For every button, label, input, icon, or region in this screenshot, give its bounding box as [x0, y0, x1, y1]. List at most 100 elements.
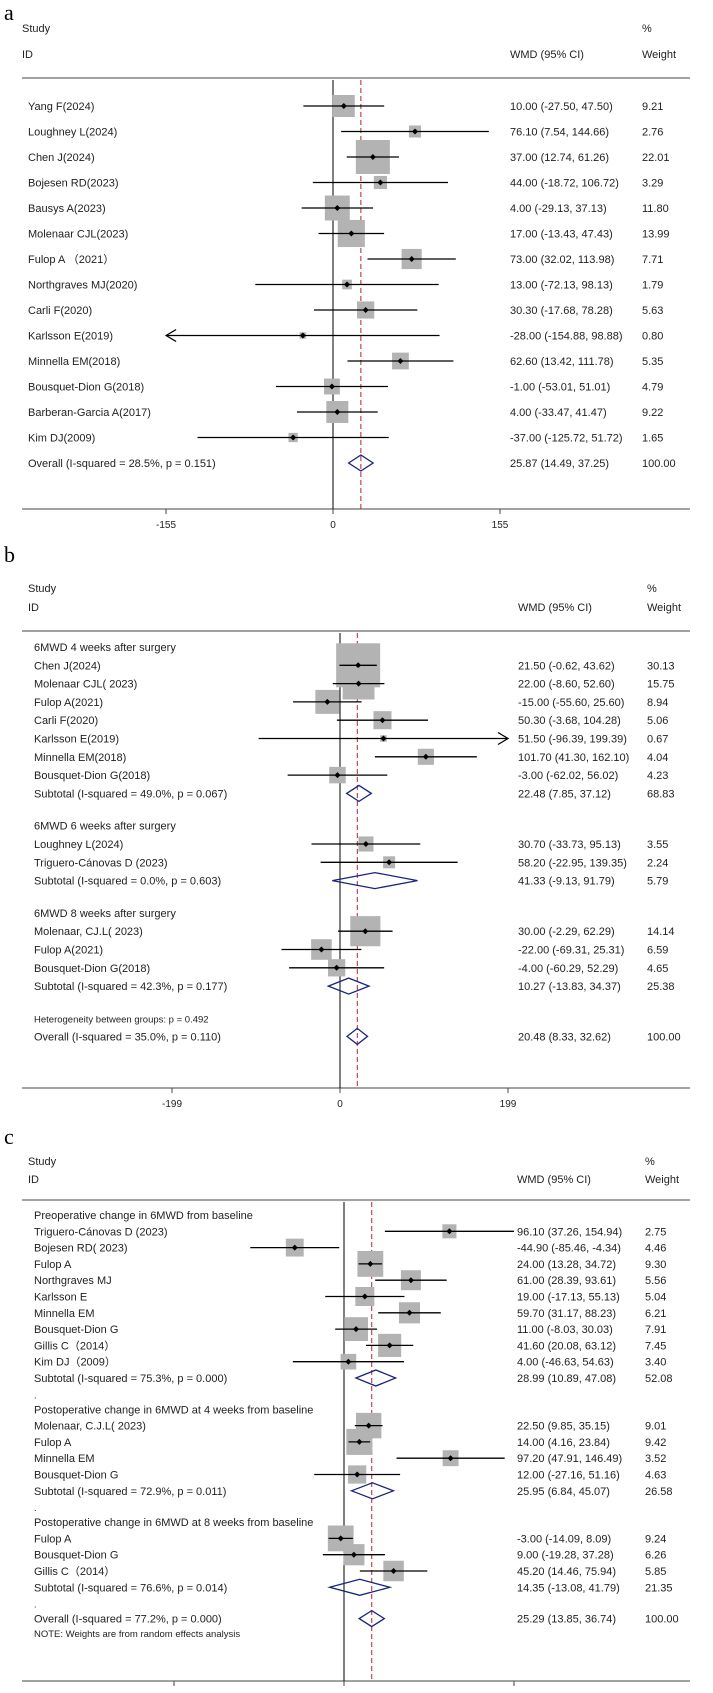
study-label: Fulop A(2021)	[34, 945, 103, 957]
study-label: Karlsson E(2019)	[28, 331, 113, 343]
study-label: Molenaar, CJ.L( 2023)	[34, 926, 143, 938]
weight-value: 4.79	[642, 382, 663, 394]
effect-ci-value: 13.00 (-72.13, 98.13)	[510, 280, 613, 292]
study-label: Karlsson E	[34, 1292, 87, 1304]
overall-label: Overall (I-squared = 77.2%, p = 0.000)	[34, 1614, 222, 1626]
point-estimate	[355, 680, 362, 687]
study-label: Carli F(2020)	[34, 715, 98, 727]
point-estimate	[422, 753, 429, 760]
weight-value: 9.24	[645, 1533, 666, 1545]
study-label: Chen J(2024)	[34, 660, 101, 672]
study-label: Bojesen RD( 2023)	[34, 1243, 128, 1255]
study-label: Carli F(2020)	[28, 305, 92, 317]
x-tick-label: 0	[337, 1099, 343, 1110]
effect-ci-value: -22.00 (-69.31, 25.31)	[518, 945, 624, 957]
weight-value: 0.67	[647, 734, 668, 746]
study-label: Bousquet-Dion G	[34, 1324, 118, 1336]
panel-letter: c	[4, 1124, 14, 1149]
study-label: Gillis C（2014）	[34, 1339, 115, 1352]
point-estimate	[318, 946, 325, 953]
study-label: Minnella EM(2018)	[28, 356, 120, 368]
point-estimate	[386, 859, 393, 866]
weight-value: 9.30	[645, 1259, 666, 1271]
effect-ci-value: 25.87 (14.49, 37.25)	[510, 458, 609, 470]
weight-value: 68.83	[647, 788, 675, 800]
x-tick-label: 0	[330, 520, 336, 531]
subtotal-label: Subtotal (I-squared = 42.3%, p = 0.177)	[34, 981, 227, 993]
subtotal-diamond	[349, 1482, 396, 1500]
header-study: Study	[22, 23, 51, 35]
point-estimate	[447, 1455, 454, 1462]
point-estimate	[334, 205, 341, 211]
weight-value: 100.00	[645, 1614, 679, 1626]
weight-value: 9.42	[645, 1437, 666, 1449]
effect-ci-value: -1.00 (-53.01, 51.01)	[510, 382, 610, 394]
effect-ci-value: 76.10 (7.54, 144.66)	[510, 127, 609, 139]
study-label: Chen J(2024)	[28, 152, 95, 164]
effect-ci-value: 28.99 (10.89, 47.08)	[517, 1373, 616, 1385]
point-estimate	[344, 281, 351, 288]
effect-ci-value: -44.90 (-85.46, -4.34)	[517, 1243, 621, 1255]
study-label: Bousquet-Dion G	[34, 1550, 118, 1562]
weight-value: 22.01	[642, 152, 670, 164]
study-label: Gillis C（2014）	[34, 1565, 115, 1578]
weight-value: 4.04	[647, 752, 668, 764]
point-estimate	[411, 128, 418, 135]
subtotal-label: Subtotal (I-squared = 0.0%, p = 0.603)	[34, 876, 221, 888]
effect-ci-value: 25.29 (13.85, 36.74)	[517, 1614, 616, 1626]
effect-ci-value: 30.30 (-17.68, 78.28)	[510, 305, 613, 317]
study-label: Kim DJ（2009）	[34, 1356, 116, 1369]
point-estimate	[390, 1568, 397, 1574]
study-label: Minnella EM(2018)	[34, 752, 126, 764]
point-estimate	[380, 735, 387, 742]
header-percent: %	[647, 583, 657, 595]
subtotal-label: Subtotal (I-squared = 76.6%, p = 0.014)	[34, 1582, 227, 1594]
study-label: Minnella EM	[34, 1308, 95, 1320]
effect-ci-value: 4.00 (-29.13, 37.13)	[510, 203, 607, 215]
effect-ci-value: 59.70 (31.17, 88.23)	[517, 1308, 616, 1320]
header-id: ID	[28, 1174, 39, 1186]
effect-ci-value: 22.00 (-8.60, 52.60)	[518, 679, 615, 691]
subtotal-label: Subtotal (I-squared = 72.9%, p = 0.011)	[34, 1486, 226, 1498]
header-study: Study	[28, 1156, 57, 1168]
effect-ci-value: 4.00 (-33.47, 41.47)	[510, 407, 607, 419]
x-tick-label: 199	[500, 1099, 517, 1110]
point-estimate	[328, 383, 335, 390]
subgroup-label: 6MWD 8 weeks after surgery	[34, 908, 176, 920]
point-estimate	[348, 230, 355, 237]
weight-value: 100.00	[642, 458, 676, 470]
weight-value: 100.00	[647, 1031, 681, 1043]
weight-value: 5.06	[647, 715, 668, 727]
effect-ci-value: 37.00 (12.74, 61.26)	[510, 152, 609, 164]
study-label: Barberan-Garcia A(2017)	[28, 407, 151, 419]
point-estimate	[345, 1358, 352, 1365]
subgroup-label: 6MWD 4 weeks after surgery	[34, 642, 176, 654]
study-label: Molenaar, C.J.L( 2023)	[34, 1421, 146, 1433]
point-estimate	[333, 964, 340, 971]
weight-value: 52.08	[645, 1373, 673, 1385]
point-estimate	[369, 154, 376, 160]
study-label: Karlsson E(2019)	[34, 734, 119, 746]
study-label: Fulop A	[34, 1437, 72, 1449]
effect-ci-value: 44.00 (-18.72, 106.72)	[510, 178, 619, 190]
ci-arrow-right	[497, 731, 510, 746]
study-label: Bousquet-Dion G(2018)	[34, 770, 150, 782]
point-estimate	[407, 1277, 414, 1284]
effect-ci-value: 10.00 (-27.50, 47.50)	[510, 101, 613, 113]
point-estimate	[362, 307, 369, 313]
subtotal-diamond	[354, 1369, 398, 1387]
weight-value: 5.63	[642, 305, 663, 317]
study-label: Bausys A(2023)	[28, 203, 106, 215]
study-label: Fulop A （2021）	[28, 253, 114, 266]
effect-ci-value: 17.00 (-13.43, 47.43)	[510, 229, 613, 241]
note-text: Heterogeneity between groups: p = 0.492	[34, 1014, 209, 1025]
effect-ci-value: 41.33 (-9.13, 91.79)	[518, 876, 615, 888]
weight-value: 5.04	[645, 1292, 666, 1304]
subtotal-diamond	[345, 784, 373, 803]
subgroup-label: 6MWD 6 weeks after surgery	[34, 821, 176, 833]
weight-value: 21.35	[645, 1582, 673, 1594]
subgroup-label: Postoperative change in 6MWD at 4 weeks …	[34, 1404, 313, 1416]
effect-ci-value: 58.20 (-22.95, 139.35)	[518, 857, 627, 869]
header-percent: %	[642, 23, 652, 35]
point-estimate	[355, 662, 362, 669]
